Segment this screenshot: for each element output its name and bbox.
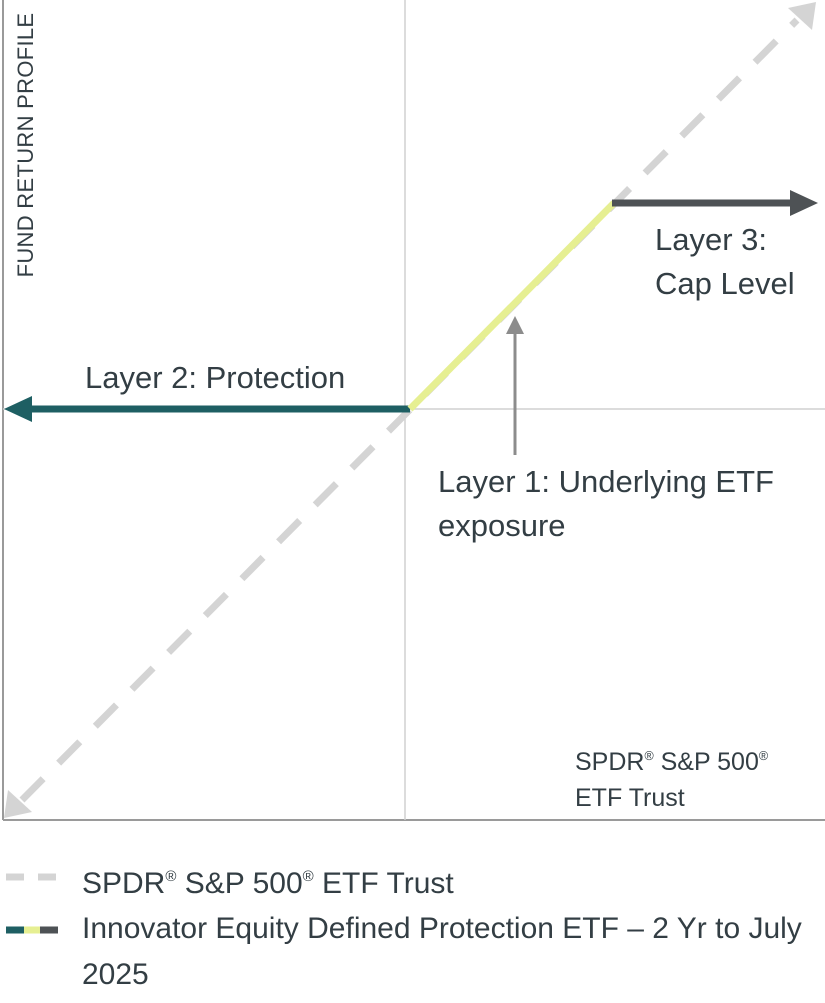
- x-axis-label-line1: SPDR® S&P 500®: [575, 748, 769, 776]
- legend-benchmark-label: SPDR® S&P 500® ETF Trust: [82, 867, 454, 900]
- layer2-protection-label: Layer 2: Protection: [85, 360, 346, 395]
- legend-fund-line1: Innovator Equity Defined Protection ETF …: [82, 912, 802, 945]
- protection-arrowhead: [4, 396, 32, 422]
- layer1-line2: exposure: [438, 508, 566, 543]
- benchmark-arrowhead-top: [788, 2, 816, 30]
- layer3-cap-label: Layer 3: Cap Level: [655, 218, 795, 306]
- x-axis-label: SPDR® S&P 500® ETF Trust: [575, 738, 768, 816]
- cap-arrowhead: [790, 190, 818, 216]
- layer3-line1: Layer 3:: [655, 222, 768, 257]
- layer1-line1: Layer 1: Underlying ETF: [438, 464, 774, 499]
- layer1-exposure-label: Layer 1: Underlying ETF exposure: [438, 460, 774, 548]
- layer3-line2: Cap Level: [655, 266, 795, 301]
- exposure-pointer-arrowhead: [506, 316, 524, 334]
- benchmark-arrowhead-bottom: [4, 790, 32, 818]
- legend-fund-line2: 2025: [82, 958, 149, 991]
- underlying-exposure-segment: [407, 200, 617, 412]
- legend-fund-label: Innovator Equity Defined Protection ETF …: [82, 906, 802, 998]
- y-axis-title: FUND RETURN PROFILE: [13, 12, 38, 278]
- x-axis-label-line2: ETF Trust: [575, 784, 685, 812]
